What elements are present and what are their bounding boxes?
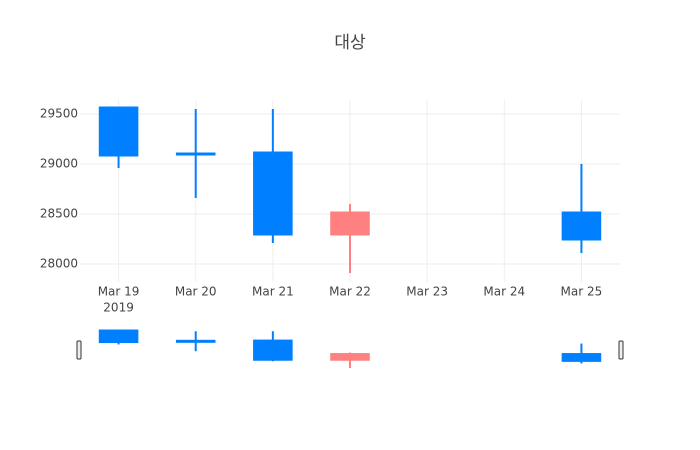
slider-candle-body [98, 329, 139, 344]
range-handle[interactable] [618, 340, 624, 360]
x-tick-label: Mar 23 [406, 285, 448, 299]
y-tick-label: 28000 [40, 257, 78, 271]
x-tick-label: Mar 24 [483, 285, 525, 299]
slider-candle-body [561, 353, 602, 362]
x-tick-label: Mar 19 [98, 285, 140, 299]
candle-body [98, 106, 139, 157]
candle-body [561, 211, 602, 241]
chart-title: 대상 [334, 33, 366, 53]
range-handle[interactable] [76, 340, 82, 360]
slider-candle-body [253, 339, 293, 361]
y-tick-label: 29500 [40, 107, 78, 121]
y-tick-label: 29000 [40, 157, 78, 171]
candle-body [253, 151, 293, 236]
candle-body [175, 152, 216, 156]
x-tick-label: Mar 21 [252, 285, 294, 299]
y-tick-label: 28500 [40, 207, 78, 221]
slider-candle-body [330, 353, 370, 361]
candle-body [330, 211, 370, 236]
x-tick-label: Mar 25 [561, 285, 603, 299]
slider-candle-body [175, 339, 216, 343]
x-year-label: 2019 [103, 301, 134, 315]
x-tick-label: Mar 22 [329, 285, 371, 299]
x-tick-label: Mar 20 [175, 285, 217, 299]
